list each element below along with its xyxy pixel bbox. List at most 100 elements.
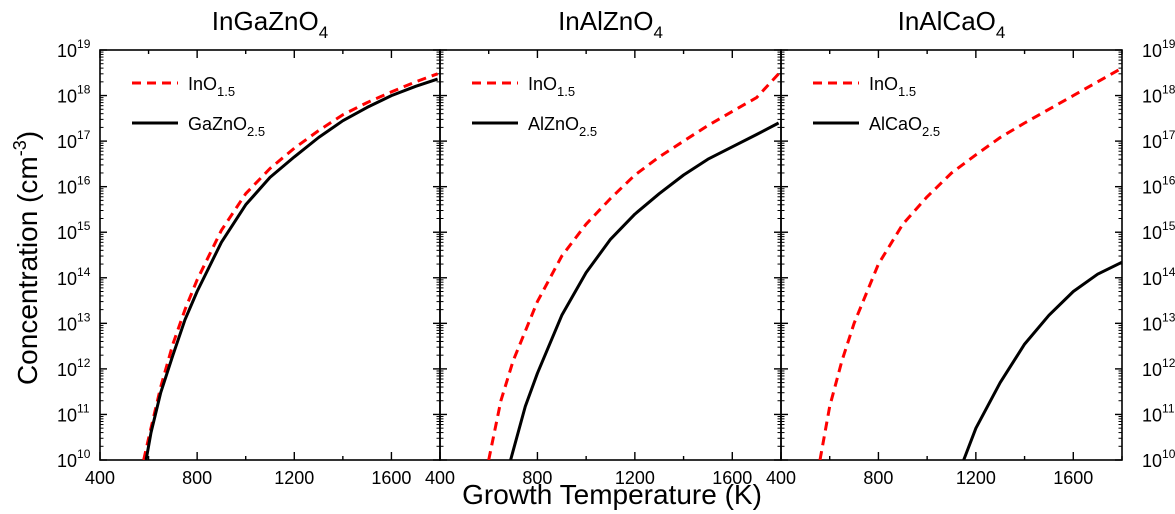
- series-line-ino: [487, 72, 780, 460]
- y-tick-label: 1013: [57, 310, 91, 334]
- plot-frame: [99, 49, 441, 461]
- y-tick-label: 1015: [57, 219, 91, 243]
- y-tick-exponent: 12: [77, 356, 91, 370]
- y-tick-base: 10: [57, 178, 77, 198]
- y-tick-base: 10: [1142, 132, 1162, 152]
- panel-title-sub: 4: [996, 23, 1005, 42]
- y-tick-label: 1011: [1142, 401, 1175, 425]
- x-tick-label: 800: [182, 468, 212, 488]
- y-tick-base: 10: [57, 223, 77, 243]
- y-tick-exponent: 19: [1162, 37, 1175, 51]
- x-tick-label: 1600: [371, 468, 411, 488]
- y-tick-label: 1018: [1142, 83, 1175, 107]
- x-tick-label: 400: [425, 468, 455, 488]
- x-tick-label: 1600: [1053, 468, 1093, 488]
- legend-label: InO1.5: [528, 74, 575, 99]
- y-tick-base: 10: [1142, 87, 1162, 107]
- x-tick-label: 1200: [274, 468, 314, 488]
- y-tick-base: 10: [57, 360, 77, 380]
- y-tick-label: 1014: [1142, 265, 1175, 289]
- legend-label-sub: 1.5: [217, 84, 235, 99]
- y-tick-label: 1011: [57, 401, 90, 425]
- y-tick-label: 1018: [57, 83, 91, 107]
- y-tick-exponent: 13: [1162, 310, 1175, 324]
- chart-panel-2: InAlZnO4 400 800 1200 1600 InO1.5 AlZnO2.5: [425, 6, 782, 488]
- legend-label: AlZnO2.5: [528, 114, 597, 139]
- x-tick-label: 800: [863, 468, 893, 488]
- legend-label: GaZnO2.5: [188, 114, 265, 139]
- y-tick-exponent: 17: [77, 128, 91, 142]
- panel-title-main: InGaZnO: [212, 6, 319, 36]
- y-tick-label: 1019: [57, 37, 91, 61]
- plot-frame: [780, 49, 1123, 461]
- legend-label-main: InO: [869, 74, 898, 94]
- y-tick-base: 10: [57, 87, 77, 107]
- y-tick-label: 1012: [1142, 356, 1175, 380]
- series-group: [487, 72, 780, 460]
- y-tick-exponent: 11: [77, 401, 90, 415]
- x-tick-label: 1600: [712, 468, 752, 488]
- y-tick-base: 10: [1142, 360, 1162, 380]
- y-tick-exponent: 18: [1162, 83, 1175, 97]
- x-tick-label: 800: [522, 468, 552, 488]
- y-tick-base: 10: [57, 314, 77, 334]
- legend-label-sub: 2.5: [247, 124, 265, 139]
- legend-label-main: InO: [188, 74, 217, 94]
- y-tick-base: 10: [1142, 405, 1162, 425]
- y-tick-exponent: 19: [77, 37, 91, 51]
- panel-title-sub: 4: [319, 23, 328, 42]
- x-axis-label: Growth Temperature (K): [462, 479, 762, 510]
- y-tick-base: 10: [57, 132, 77, 152]
- y-tick-exponent: 18: [77, 83, 91, 97]
- y-tick-label: 1012: [57, 356, 91, 380]
- legend-label-sub: 2.5: [579, 124, 597, 139]
- y-tick-base: 10: [1142, 223, 1162, 243]
- series-group: [818, 66, 1122, 460]
- panel-title-main: InAlCaO: [898, 6, 996, 36]
- y-tick-base: 10: [57, 269, 77, 289]
- y-tick-exponent: 15: [77, 219, 91, 233]
- legend-label-sub: 2.5: [922, 124, 940, 139]
- legend-label: InO1.5: [869, 74, 916, 99]
- y-tick-exponent: 16: [77, 174, 91, 188]
- y-tick-base: 10: [1142, 314, 1162, 334]
- x-tick-label: 1200: [615, 468, 655, 488]
- x-tick-label: 1200: [956, 468, 996, 488]
- panel-title: InGaZnO4: [212, 6, 328, 42]
- y-tick-exponent: 10: [1162, 447, 1175, 461]
- y-tick-exponent: 10: [77, 447, 91, 461]
- legend-label: InO1.5: [188, 74, 235, 99]
- y-tick-exponent: 16: [1162, 174, 1175, 188]
- y-tick-base: 10: [1142, 451, 1162, 471]
- y-tick-base: 10: [57, 41, 77, 61]
- y-tick-label: 1016: [57, 174, 91, 198]
- y-tick-base: 10: [1142, 269, 1162, 289]
- y-tick-label: 1010: [57, 447, 91, 471]
- panel-title-sub: 4: [653, 23, 662, 42]
- y-tick-exponent: 13: [77, 310, 91, 324]
- y-tick-label: 1015: [1142, 219, 1175, 243]
- y-axis-label-main: Concentration (cm: [12, 156, 43, 385]
- y-tick-exponent: 14: [77, 265, 91, 279]
- series-line-alloy: [509, 121, 780, 460]
- y-tick-base: 10: [57, 451, 77, 471]
- y-tick-label: 1010: [1142, 447, 1175, 471]
- y-tick-exponent: 12: [1162, 356, 1175, 370]
- y-axis-label-sup: -3: [10, 140, 30, 156]
- y-tick-label: 1013: [1142, 310, 1175, 334]
- series-group: [142, 72, 439, 460]
- y-axis-label-end: ): [12, 131, 43, 140]
- legend-label: AlCaO2.5: [869, 114, 940, 139]
- panel-title-main: InAlZnO: [558, 6, 653, 36]
- y-tick-label: 1014: [57, 265, 91, 289]
- series-line-alloy: [962, 260, 1122, 460]
- y-tick-label: 1019: [1142, 37, 1175, 61]
- series-line-alloy: [144, 77, 439, 460]
- legend-label-main: AlCaO: [869, 114, 922, 134]
- legend-label-main: GaZnO: [188, 114, 247, 134]
- y-tick-label: 1017: [57, 128, 91, 152]
